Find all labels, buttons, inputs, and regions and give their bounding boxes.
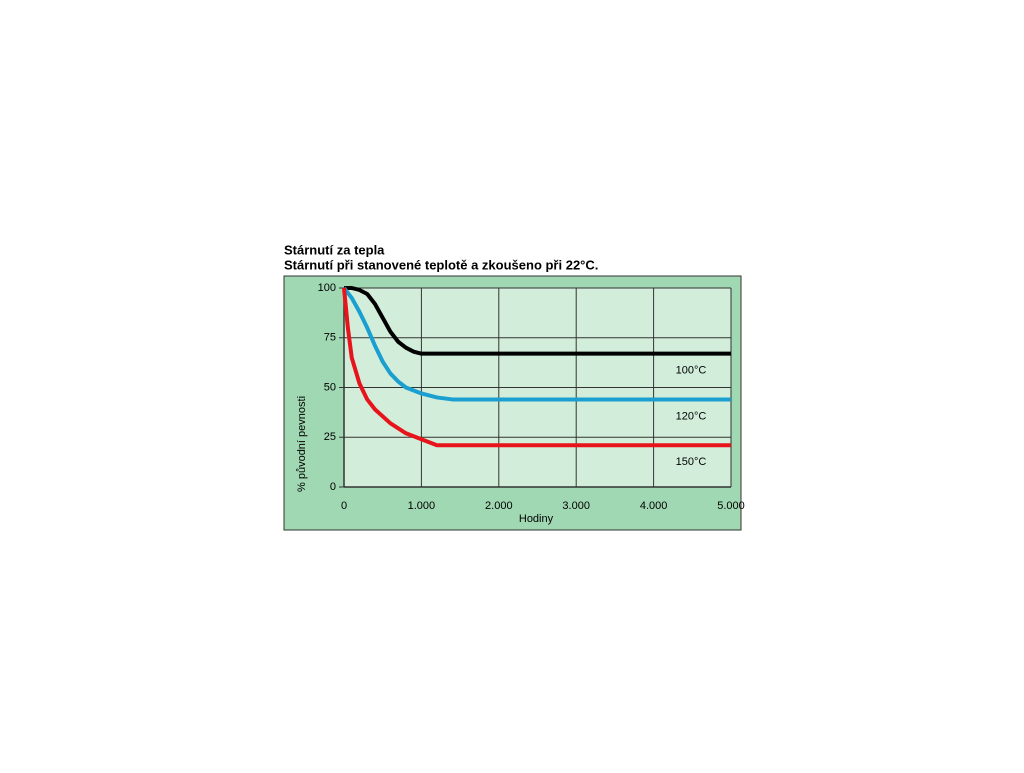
series-label: 150°C — [676, 456, 707, 468]
series-label: 100°C — [676, 365, 707, 377]
x-tick-label: 3.000 — [562, 500, 590, 512]
x-tick-label: 2.000 — [485, 500, 513, 512]
data-line — [342, 286, 731, 402]
y-axis-label: % původní pevnosti — [296, 396, 308, 492]
chart-subtitle: Stárnutí při stanovené teplotě a zkoušen… — [284, 257, 598, 272]
series-label: 120°C — [676, 410, 707, 422]
data-line — [342, 287, 731, 448]
chart-title: Stárnutí za tepla — [284, 242, 385, 257]
x-tick-label: 4.000 — [640, 500, 668, 512]
y-tick-label: 50 — [324, 381, 336, 393]
y-tick-label: 75 — [324, 332, 336, 344]
data-line — [344, 286, 731, 356]
y-tick-label: 0 — [330, 481, 336, 493]
x-tick-label: 5.000 — [717, 500, 745, 512]
x-tick-label: 0 — [341, 500, 347, 512]
x-tick-label: 1.000 — [408, 500, 436, 512]
y-tick-label: 25 — [324, 431, 336, 443]
x-axis-label: Hodiny — [519, 513, 554, 525]
y-tick-label: 100 — [318, 282, 336, 294]
